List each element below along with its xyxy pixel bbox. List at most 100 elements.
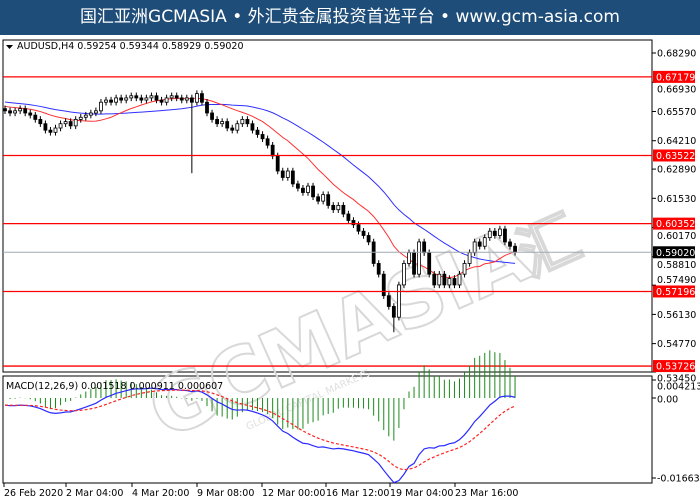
current-price-label: 0.59020 (656, 248, 695, 259)
y-tick-label: 0.68290 (657, 49, 696, 60)
level-price-label: 0.53726 (656, 362, 695, 373)
candle-body (3, 108, 7, 112)
macd-signal-line (4, 389, 516, 471)
candle-body (306, 185, 310, 193)
x-tick-label: 19 Mar 04:00 (390, 488, 453, 499)
candle-body (487, 230, 492, 239)
candle-body (215, 119, 220, 125)
candle-body (482, 237, 487, 247)
candle-body (63, 121, 68, 125)
candle-body (210, 112, 214, 120)
candle-body (376, 263, 381, 275)
candle-body (275, 155, 280, 172)
x-tick-label: 16 Mar 12:00 (326, 488, 389, 499)
candle-body (53, 127, 58, 133)
candle-body (467, 252, 472, 264)
candle-body (99, 101, 103, 112)
candle-body (78, 116, 83, 120)
watermark-logo: GCMASIA (136, 210, 542, 457)
x-tick-label: 26 Feb 2020 (4, 488, 63, 499)
candle-body (503, 228, 507, 243)
candle-body (407, 252, 411, 264)
candle-body (427, 252, 432, 275)
candle-body (311, 185, 315, 198)
candle-body (285, 170, 290, 178)
candle-body (119, 97, 124, 101)
candle-body (336, 205, 341, 211)
candle-body (351, 220, 356, 226)
candle-body (164, 97, 169, 103)
candle-body (23, 108, 28, 114)
candle-body (230, 127, 235, 131)
y-tick-label: 0.53450 (657, 374, 696, 385)
candle-body (174, 95, 179, 99)
dropdown-icon[interactable] (6, 45, 13, 49)
candle-body (48, 129, 53, 133)
y-tick-label: 0.64210 (657, 136, 696, 147)
candle-body (497, 228, 502, 236)
candle-body (492, 230, 497, 236)
level-price-label: 0.67179 (656, 72, 695, 83)
candle-body (457, 273, 462, 286)
candle-body (144, 97, 149, 101)
candle-body (154, 95, 159, 101)
level-price-tag (653, 149, 695, 162)
candle-body (321, 194, 326, 202)
x-tick-label: 2 Mar 04:00 (66, 488, 123, 499)
candle-body (477, 241, 482, 247)
candle-body (290, 170, 295, 185)
header-banner: 国汇亚洲GCMASIA • 外汇贵金属投资首选平台 • www.gcm-asia… (0, 0, 700, 35)
candle-body (18, 108, 23, 112)
candle-body (73, 119, 78, 127)
candle-body (200, 93, 204, 103)
y-tick-label: 0.65570 (657, 107, 696, 118)
candle-body (139, 97, 144, 101)
moving-average-slow-line (4, 101, 516, 264)
candle-body (412, 252, 416, 275)
candle-body (381, 273, 386, 297)
candle-body (402, 263, 406, 286)
candle-body (346, 213, 351, 221)
candle-body (13, 110, 18, 114)
y-tick-label: 0.58810 (657, 260, 696, 271)
price-panel-frame (2, 39, 653, 373)
y-tick-label: 0.60170 (657, 231, 696, 242)
candle-body (169, 95, 174, 99)
candle-body (417, 241, 422, 275)
level-price-label: 0.60352 (656, 219, 695, 230)
candle-body (240, 119, 245, 125)
candle-body (83, 114, 88, 118)
candle-body (366, 235, 371, 243)
candle-body (43, 123, 48, 131)
candle-body (301, 187, 305, 193)
candle-body (134, 95, 139, 99)
candle-body (331, 205, 336, 211)
y-tick-label: 0.56130 (657, 310, 696, 321)
x-tick-label: 4 Mar 20:00 (132, 488, 189, 499)
y-tick-label: 0.54770 (657, 339, 696, 350)
macd-panel-frame (2, 375, 653, 484)
level-price-label: 0.57196 (656, 287, 695, 298)
candle-body (462, 263, 467, 275)
candle-body (88, 112, 93, 116)
macd-y-tick-label: 0.004213 (657, 382, 700, 393)
candle-body (94, 110, 98, 114)
candle-body (508, 241, 512, 247)
candle-body (194, 93, 199, 103)
candle-body (189, 97, 194, 103)
candle-body (124, 97, 129, 101)
candle-body (250, 123, 255, 131)
candle-body (38, 119, 43, 125)
candle-body (442, 273, 447, 286)
candle-body (33, 114, 38, 120)
y-tick-label: 0.61530 (657, 194, 696, 205)
candle-body (295, 183, 300, 189)
candle-body (280, 170, 285, 178)
candle-body (472, 241, 477, 254)
macd-line (4, 387, 516, 484)
candle-body (361, 230, 366, 236)
candle-body (149, 95, 154, 99)
candle-body (432, 273, 437, 286)
